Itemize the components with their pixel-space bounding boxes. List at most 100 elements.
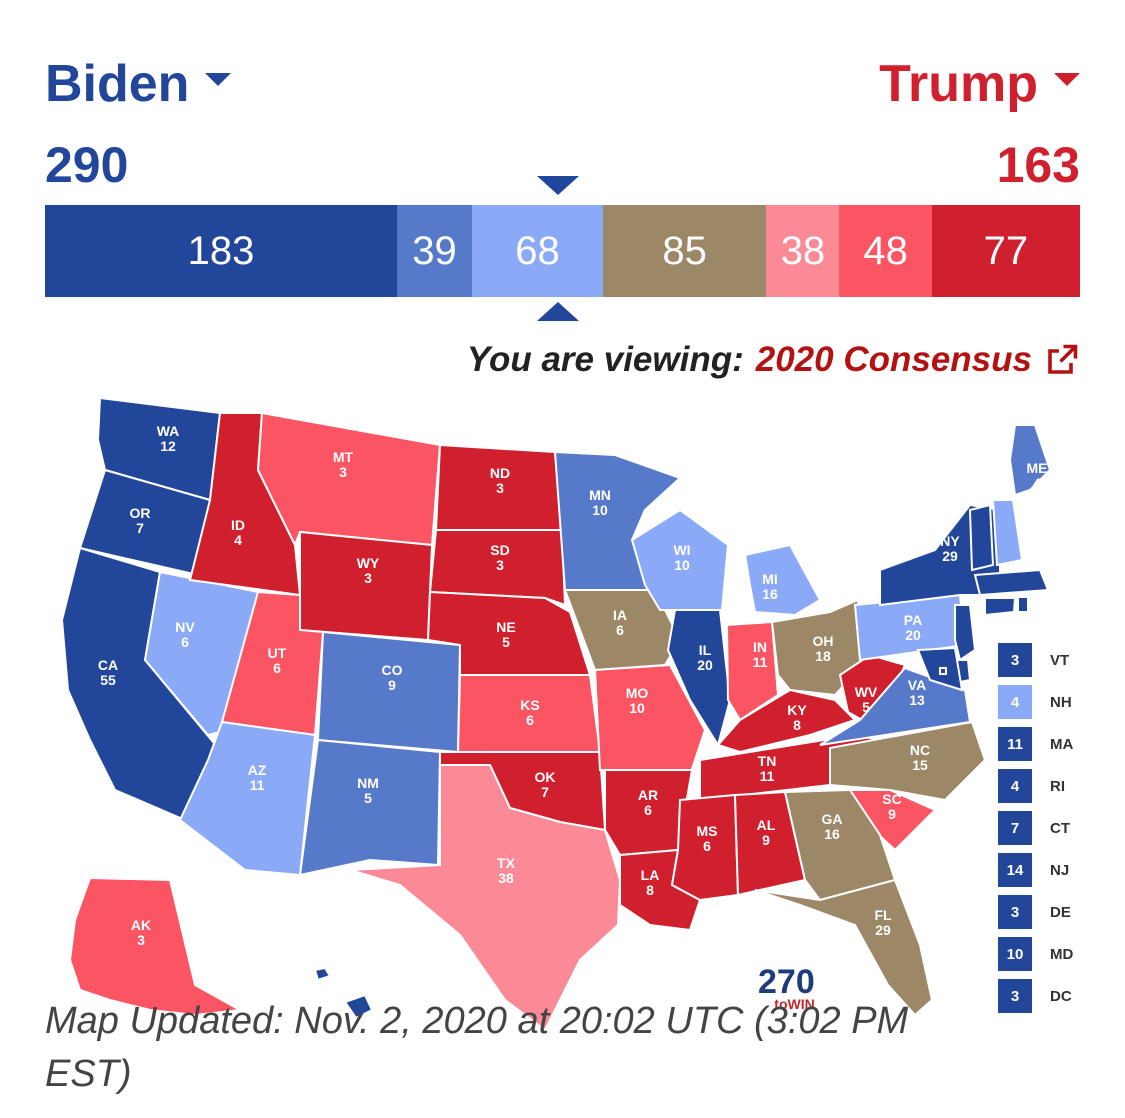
- state-label-nd-ev: 3: [496, 480, 504, 496]
- state-wy[interactable]: [299, 530, 434, 642]
- us-electoral-map[interactable]: WA12OR7CA55NV6ID4MT3WY3UT6AZ11CO9NM5ND3S…: [45, 390, 1080, 1030]
- bar-segment[interactable]: 77: [931, 205, 1080, 297]
- state-ak[interactable]: [68, 876, 244, 1017]
- state-label-ny-ev: 29: [942, 548, 958, 564]
- state-label-sc-ev: 9: [888, 806, 896, 822]
- state-label-il-ev: 20: [697, 657, 713, 673]
- state-al[interactable]: [733, 790, 807, 897]
- state-mt[interactable]: [256, 411, 442, 548]
- bar-segment[interactable]: 183: [45, 205, 398, 297]
- legend-item-md[interactable]: 10 MD: [998, 937, 1088, 971]
- state-label-wv: WV: [855, 684, 878, 700]
- state-label-ga: GA: [822, 811, 843, 827]
- logo-number: 270: [758, 963, 815, 1001]
- state-label-ar: AR: [638, 787, 658, 803]
- bar-segment[interactable]: 39: [397, 205, 473, 297]
- chevron-down-icon: [1054, 72, 1080, 86]
- state-label-la-ev: 8: [646, 882, 654, 898]
- state-label-ut: UT: [268, 645, 287, 661]
- state-label-sc: SC: [882, 791, 901, 807]
- state-fl[interactable]: [754, 878, 934, 1017]
- state-label-mi: MI: [762, 571, 778, 587]
- legend-item-nh[interactable]: 4 NH: [998, 685, 1088, 719]
- state-label-ms-ev: 6: [703, 838, 711, 854]
- state-label-me-ev: 4: [1033, 475, 1041, 491]
- state-va[interactable]: [819, 666, 972, 746]
- state-label-ok-ev: 7: [541, 784, 549, 800]
- legend-ev-box: 4: [998, 685, 1032, 719]
- state-nh[interactable]: [991, 499, 1024, 567]
- state-label-il: IL: [699, 642, 712, 658]
- external-link-icon[interactable]: [1044, 342, 1080, 378]
- state-me[interactable]: [1008, 424, 1052, 497]
- state-label-ca-ev: 55: [100, 672, 116, 688]
- legend-item-ri[interactable]: 4 RI: [998, 769, 1088, 803]
- electoral-vote-bar[interactable]: 183 39 68 85 38 48 77: [45, 205, 1080, 297]
- state-hi[interactable]: [313, 966, 374, 1020]
- state-label-az: AZ: [248, 762, 267, 778]
- state-wi[interactable]: [630, 508, 730, 611]
- state-label-mt: MT: [333, 449, 354, 465]
- state-ct[interactable]: [984, 597, 1017, 617]
- state-label-la: LA: [641, 867, 660, 883]
- legend-ev-box: 4: [998, 769, 1032, 803]
- state-label-nc-ev: 15: [912, 757, 928, 773]
- state-label-ky: KY: [787, 702, 807, 718]
- legend-item-nj[interactable]: 14 NJ: [998, 853, 1088, 887]
- state-label-mo: MO: [626, 685, 649, 701]
- state-label-co-ev: 9: [388, 677, 396, 693]
- state-label-ak: AK: [131, 917, 151, 933]
- bar-midpoint-bottom-marker: [537, 302, 579, 321]
- state-az[interactable]: [178, 720, 317, 877]
- state-label-va: VA: [908, 677, 926, 693]
- legend-abbr: MA: [1050, 735, 1074, 753]
- state-label-wy-ev: 3: [364, 570, 372, 586]
- state-mi[interactable]: [743, 543, 822, 617]
- legend-item-dc[interactable]: 3 DC: [998, 979, 1088, 1013]
- state-label-sd: SD: [490, 542, 509, 558]
- biden-candidate-selector[interactable]: Biden: [45, 58, 232, 110]
- state-dc[interactable]: [939, 667, 947, 675]
- state-label-wa-ev: 12: [160, 438, 176, 454]
- legend-item-de[interactable]: 3 DE: [998, 895, 1088, 929]
- state-label-wv-ev: 5: [862, 699, 870, 715]
- state-mo[interactable]: [593, 663, 707, 777]
- state-label-nm-ev: 5: [364, 790, 372, 806]
- state-label-me: ME: [1027, 460, 1048, 476]
- bar-segment[interactable]: 68: [472, 205, 603, 297]
- legend-ev-box: 10: [998, 937, 1032, 971]
- state-vt[interactable]: [968, 503, 995, 572]
- bar-midpoint-top-marker: [537, 176, 579, 195]
- state-label-ak-ev: 3: [137, 932, 145, 948]
- legend-item-vt[interactable]: 3 VT: [998, 643, 1088, 677]
- state-label-tn-ev: 11: [760, 768, 775, 784]
- state-label-or: OR: [130, 505, 151, 521]
- state-nm[interactable]: [298, 738, 442, 877]
- state-label-ny: NY: [940, 533, 960, 549]
- legend-abbr: DC: [1050, 987, 1072, 1005]
- legend-abbr: VT: [1050, 651, 1070, 669]
- map-name-link[interactable]: 2020 Consensus: [755, 340, 1032, 379]
- state-sd[interactable]: [428, 529, 567, 607]
- state-label-ne-ev: 5: [502, 634, 510, 650]
- state-label-co: CO: [382, 662, 403, 678]
- map-updated-text: Map Updated: Nov. 2, 2020 at 20:02 UTC (…: [45, 1000, 909, 1096]
- bar-segment[interactable]: 48: [839, 205, 932, 297]
- state-nc[interactable]: [829, 720, 987, 802]
- state-ky[interactable]: [716, 688, 857, 754]
- trump-candidate-selector[interactable]: Trump: [879, 58, 1080, 110]
- state-ma[interactable]: [973, 568, 1050, 597]
- bar-segment[interactable]: 38: [766, 205, 840, 297]
- legend-ev-box: 3: [998, 895, 1032, 929]
- state-nj[interactable]: [954, 604, 977, 662]
- legend-item-ma[interactable]: 11 MA: [998, 727, 1088, 761]
- viewing-prefix: You are viewing:: [466, 340, 744, 379]
- state-label-wi: WI: [673, 542, 690, 558]
- state-ri[interactable]: [1017, 596, 1029, 613]
- state-label-fl: FL: [874, 907, 892, 923]
- state-label-wi-ev: 10: [674, 557, 690, 573]
- state-tx[interactable]: [349, 764, 622, 1030]
- bar-segment[interactable]: 85: [602, 205, 767, 297]
- legend-item-ct[interactable]: 7 CT: [998, 811, 1088, 845]
- state-label-id-ev: 4: [234, 532, 242, 548]
